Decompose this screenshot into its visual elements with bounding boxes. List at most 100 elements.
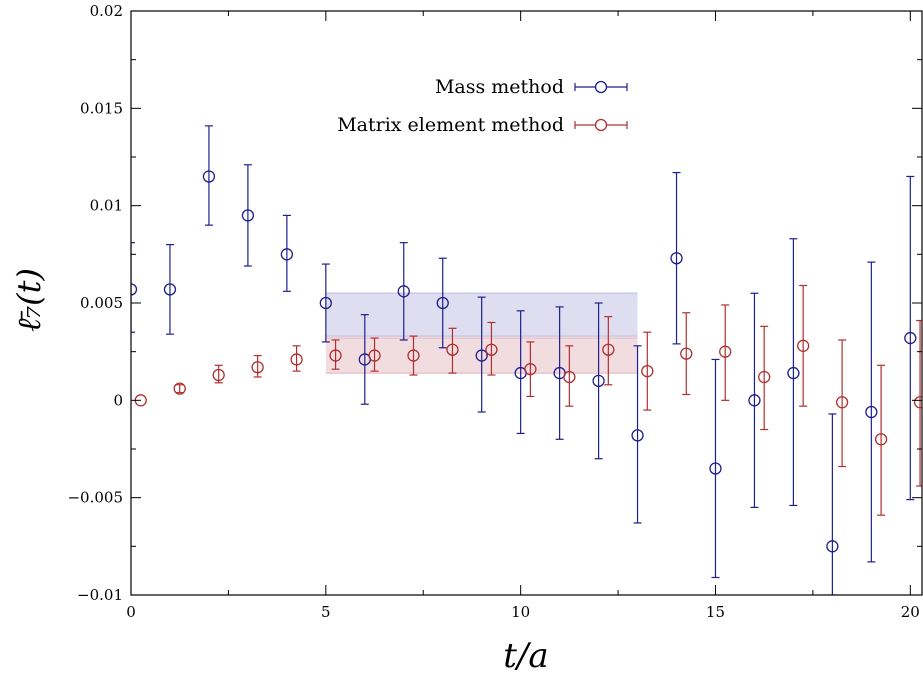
data-point bbox=[524, 341, 537, 398]
data-point-marker bbox=[797, 339, 810, 352]
axes bbox=[130, 10, 923, 596]
legend-marker-mass-method bbox=[574, 80, 628, 94]
legend-circle bbox=[594, 118, 608, 132]
data-point bbox=[212, 364, 225, 384]
legend: Mass method Matrix element method bbox=[337, 76, 628, 136]
data-point bbox=[485, 321, 498, 376]
data-point-marker bbox=[368, 349, 381, 362]
series-1 bbox=[134, 284, 922, 516]
data-point bbox=[913, 319, 922, 487]
data-point bbox=[329, 339, 342, 370]
data-point bbox=[475, 296, 488, 413]
data-point bbox=[826, 413, 839, 595]
data-point bbox=[290, 345, 303, 372]
x-tick-label: 0 bbox=[126, 603, 136, 621]
data-point-marker bbox=[865, 405, 878, 419]
y-tick-label: −0.005 bbox=[67, 489, 123, 507]
y-tick-label: 0 bbox=[113, 391, 123, 409]
data-point-marker bbox=[835, 396, 849, 409]
data-point-marker bbox=[290, 353, 303, 366]
data-point-marker bbox=[641, 364, 654, 378]
y-tick-label: 0.005 bbox=[80, 294, 123, 312]
series-0 bbox=[131, 125, 917, 595]
y-tick-label: 0.015 bbox=[80, 99, 123, 117]
data-point bbox=[319, 263, 332, 343]
y-tick-label: 0.02 bbox=[90, 2, 123, 20]
data-point-marker bbox=[436, 296, 449, 310]
data-point-marker bbox=[709, 462, 722, 475]
data-point-marker bbox=[904, 331, 917, 345]
data-point-marker bbox=[670, 252, 683, 265]
data-point bbox=[131, 242, 138, 333]
data-point bbox=[758, 325, 771, 431]
data-point-marker bbox=[631, 429, 644, 442]
data-point-marker bbox=[131, 283, 138, 296]
data-point-marker bbox=[407, 349, 420, 362]
data-point bbox=[163, 244, 177, 335]
data-point-marker bbox=[592, 374, 605, 388]
data-point-marker bbox=[787, 366, 800, 380]
data-point-marker bbox=[280, 248, 294, 261]
data-point-marker bbox=[173, 382, 186, 395]
data-point bbox=[797, 284, 810, 407]
data-point bbox=[709, 358, 722, 579]
data-point-marker bbox=[163, 283, 177, 296]
data-point-marker bbox=[680, 347, 693, 360]
data-point-marker bbox=[563, 370, 576, 384]
data-point bbox=[719, 304, 732, 401]
data-point-marker bbox=[602, 343, 615, 356]
x-tick-label: 15 bbox=[706, 603, 725, 621]
data-point bbox=[874, 364, 888, 516]
data-point bbox=[446, 327, 459, 374]
data-point-marker bbox=[446, 343, 459, 356]
legend-marker-matrix-element-method bbox=[574, 118, 628, 132]
data-point bbox=[553, 306, 566, 440]
data-point bbox=[241, 164, 255, 267]
data-point-marker bbox=[524, 363, 537, 376]
data-point bbox=[563, 345, 576, 407]
data-point-marker bbox=[241, 209, 255, 222]
tick-labels: 0 5 10 15 20 −0.01 −0.005 0 0.005 0.01 0.015 0.02 bbox=[67, 2, 919, 621]
data-point bbox=[904, 175, 917, 501]
data-point-marker bbox=[758, 370, 771, 384]
y-tick-label: −0.01 bbox=[77, 586, 123, 604]
data-point-marker bbox=[251, 361, 264, 374]
legend-label-matrix-element-method: Matrix element method bbox=[337, 114, 564, 136]
data-point-marker bbox=[485, 343, 498, 356]
legend-label-mass-method: Mass method bbox=[435, 76, 564, 98]
data-point bbox=[251, 354, 264, 378]
data-point-marker bbox=[475, 349, 488, 362]
data-point-marker bbox=[212, 368, 225, 382]
x-tick-label: 5 bbox=[321, 603, 331, 621]
y-axis-title: ℓ̄₇(t) bbox=[10, 268, 48, 332]
data-point bbox=[436, 257, 449, 349]
data-point-marker bbox=[319, 296, 332, 310]
data-point-marker bbox=[397, 285, 410, 298]
data-point bbox=[865, 261, 878, 563]
data-point bbox=[641, 331, 654, 411]
x-tick-label: 10 bbox=[511, 603, 530, 621]
y-tick-label: 0.01 bbox=[90, 197, 123, 215]
x-axis-title: t/a bbox=[503, 636, 548, 676]
data-point bbox=[680, 312, 693, 396]
x-tick-label: 20 bbox=[901, 603, 920, 621]
data-point bbox=[202, 125, 216, 226]
data-point bbox=[602, 316, 615, 386]
data-point-marker bbox=[202, 170, 216, 183]
data-point-marker bbox=[748, 394, 761, 407]
data-point bbox=[280, 214, 294, 292]
data-point bbox=[631, 345, 644, 524]
data-point bbox=[397, 242, 410, 341]
data-point bbox=[835, 339, 849, 468]
data-point bbox=[173, 382, 186, 395]
data-point-marker bbox=[826, 540, 839, 553]
data-point-marker bbox=[913, 396, 922, 409]
data-point-marker bbox=[719, 345, 732, 358]
data-point-marker bbox=[329, 349, 342, 362]
data-point bbox=[407, 335, 420, 376]
data-point bbox=[787, 238, 800, 507]
data-point bbox=[592, 302, 605, 460]
data-series bbox=[131, 125, 922, 595]
data-point bbox=[368, 337, 381, 372]
